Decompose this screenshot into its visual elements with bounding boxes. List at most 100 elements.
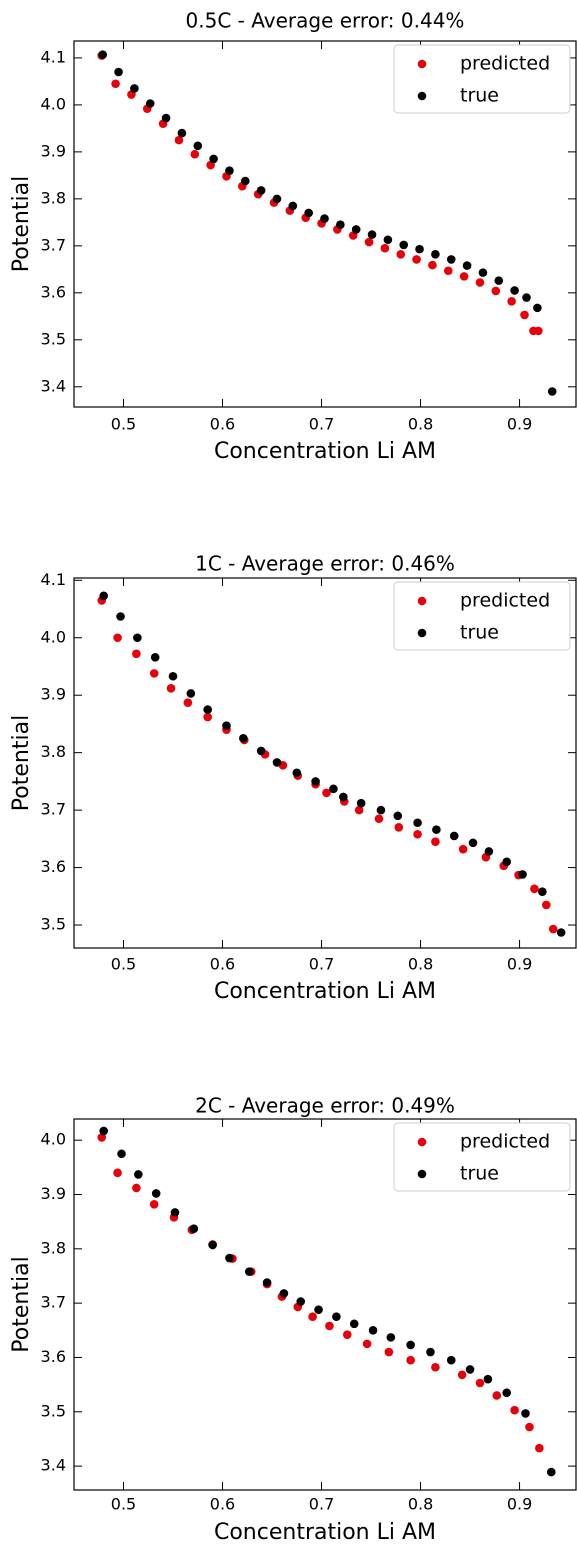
x-tick-label: 0.6 bbox=[210, 415, 235, 434]
y-axis-label: Potential bbox=[9, 176, 34, 272]
data-point bbox=[380, 243, 390, 253]
data-point bbox=[161, 113, 171, 123]
legend-marker bbox=[417, 1137, 427, 1147]
data-point bbox=[222, 721, 231, 730]
y-tick-label: 3.5 bbox=[41, 1401, 66, 1420]
data-point bbox=[132, 1183, 141, 1193]
data-point bbox=[225, 166, 234, 175]
data-point bbox=[208, 1240, 217, 1250]
data-point bbox=[492, 1391, 502, 1400]
x-tick-label: 0.9 bbox=[507, 955, 532, 974]
data-point bbox=[356, 798, 366, 808]
data-point bbox=[239, 733, 248, 743]
x-tick-label: 0.5 bbox=[111, 955, 136, 974]
data-point bbox=[547, 387, 557, 396]
y-tick-label: 3.6 bbox=[41, 1347, 66, 1366]
data-point bbox=[548, 924, 558, 934]
data-point bbox=[256, 186, 266, 195]
legend-marker bbox=[417, 596, 427, 606]
data-point bbox=[415, 244, 424, 254]
data-point bbox=[432, 825, 441, 834]
data-point bbox=[117, 1149, 126, 1159]
data-point bbox=[322, 788, 331, 798]
data-point bbox=[183, 698, 193, 707]
data-point bbox=[386, 1333, 396, 1342]
data-point bbox=[240, 176, 250, 186]
legend-label: true bbox=[460, 622, 499, 644]
data-point bbox=[314, 1305, 323, 1314]
data-point bbox=[384, 1347, 394, 1357]
data-point bbox=[99, 1126, 109, 1136]
data-point bbox=[494, 276, 504, 285]
data-point bbox=[272, 758, 282, 767]
data-point bbox=[311, 777, 320, 786]
legend-marker bbox=[417, 1169, 427, 1179]
legend-label: true bbox=[460, 85, 499, 107]
data-point bbox=[449, 831, 459, 841]
data-point bbox=[177, 128, 187, 138]
y-tick-label: 3.4 bbox=[41, 1456, 66, 1475]
data-point bbox=[428, 260, 437, 270]
x-tick-label: 0.5 bbox=[111, 1495, 136, 1514]
y-tick-label: 4.0 bbox=[41, 94, 66, 113]
data-point bbox=[342, 1330, 352, 1339]
data-point bbox=[368, 1326, 378, 1335]
data-point bbox=[534, 326, 543, 336]
data-point bbox=[151, 1189, 161, 1198]
data-point bbox=[97, 1133, 107, 1142]
data-point bbox=[304, 208, 313, 218]
data-point bbox=[99, 591, 109, 601]
y-tick-label: 3.6 bbox=[41, 282, 66, 301]
x-tick-label: 0.8 bbox=[408, 1495, 433, 1514]
legend-label: predicted bbox=[460, 590, 550, 612]
data-point bbox=[458, 844, 468, 854]
data-point bbox=[256, 746, 266, 756]
legend-marker bbox=[417, 628, 427, 638]
data-point bbox=[209, 154, 218, 164]
data-point bbox=[193, 141, 203, 151]
x-axis-label: Concentration Li AM bbox=[214, 1520, 436, 1544]
data-point bbox=[446, 1355, 456, 1365]
chart-title: 2C - Average error: 0.49% bbox=[195, 1094, 455, 1118]
data-point bbox=[354, 805, 364, 815]
y-tick-label: 3.5 bbox=[41, 915, 66, 934]
data-point bbox=[413, 818, 422, 828]
legend-label: predicted bbox=[460, 1131, 550, 1153]
data-point bbox=[362, 1339, 372, 1349]
y-tick-label: 4.1 bbox=[41, 570, 66, 589]
x-tick-label: 0.7 bbox=[309, 415, 334, 434]
data-point bbox=[308, 1312, 317, 1322]
data-point bbox=[412, 255, 421, 264]
data-point bbox=[468, 838, 478, 848]
data-point bbox=[166, 684, 176, 693]
data-point bbox=[190, 149, 200, 159]
data-point bbox=[145, 99, 155, 108]
data-point bbox=[174, 135, 184, 145]
y-tick-label: 3.9 bbox=[41, 141, 66, 160]
data-point bbox=[203, 705, 212, 714]
data-point bbox=[525, 1422, 534, 1432]
data-point bbox=[431, 837, 440, 847]
y-tick-label: 3.7 bbox=[41, 1293, 66, 1312]
data-point bbox=[394, 823, 404, 832]
y-tick-label: 4.0 bbox=[41, 627, 66, 646]
data-point bbox=[535, 1443, 544, 1453]
data-point bbox=[483, 1374, 493, 1384]
data-point bbox=[462, 261, 472, 270]
legend-marker bbox=[417, 91, 427, 101]
x-tick-label: 0.6 bbox=[210, 1495, 235, 1514]
chart-title: 0.5C - Average error: 0.44% bbox=[186, 9, 465, 33]
data-point bbox=[510, 286, 519, 295]
data-point bbox=[538, 887, 547, 896]
plot-frame bbox=[73, 40, 577, 408]
y-axis-label: Potential bbox=[9, 1256, 34, 1352]
data-point bbox=[446, 255, 456, 264]
data-point bbox=[413, 829, 422, 839]
data-point bbox=[530, 884, 539, 894]
legend-label: predicted bbox=[460, 53, 550, 75]
data-point bbox=[170, 1208, 180, 1217]
data-point bbox=[484, 847, 494, 856]
plot-frame bbox=[73, 1118, 577, 1491]
